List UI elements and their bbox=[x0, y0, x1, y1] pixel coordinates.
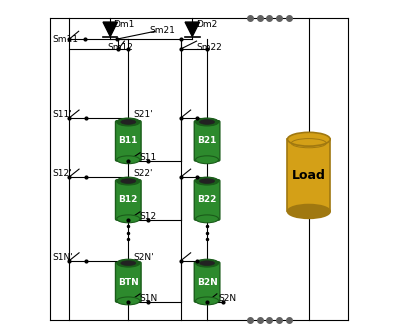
Text: S1N: S1N bbox=[140, 294, 158, 303]
FancyBboxPatch shape bbox=[194, 121, 220, 161]
Text: Dm2: Dm2 bbox=[196, 20, 218, 29]
Text: B21: B21 bbox=[197, 136, 217, 145]
Ellipse shape bbox=[117, 177, 140, 185]
Text: Dm1: Dm1 bbox=[113, 20, 135, 29]
Ellipse shape bbox=[288, 205, 330, 218]
Ellipse shape bbox=[117, 297, 140, 305]
FancyBboxPatch shape bbox=[115, 180, 141, 220]
Ellipse shape bbox=[196, 297, 219, 305]
Text: BTN: BTN bbox=[118, 277, 139, 287]
Text: Sm11: Sm11 bbox=[52, 35, 78, 44]
Text: S21': S21' bbox=[133, 110, 153, 119]
Ellipse shape bbox=[196, 177, 219, 185]
Ellipse shape bbox=[288, 132, 330, 146]
Text: Sm21: Sm21 bbox=[150, 26, 176, 35]
Ellipse shape bbox=[196, 215, 219, 223]
Ellipse shape bbox=[121, 120, 136, 124]
FancyBboxPatch shape bbox=[194, 262, 220, 302]
Text: Load: Load bbox=[292, 169, 326, 182]
Text: S11: S11 bbox=[140, 153, 157, 162]
Ellipse shape bbox=[117, 259, 140, 267]
Ellipse shape bbox=[200, 120, 215, 124]
Ellipse shape bbox=[196, 259, 219, 267]
Ellipse shape bbox=[121, 261, 136, 265]
Ellipse shape bbox=[121, 179, 136, 183]
Text: S1N': S1N' bbox=[52, 253, 73, 262]
Text: S2N': S2N' bbox=[133, 253, 154, 262]
FancyBboxPatch shape bbox=[115, 121, 141, 161]
Ellipse shape bbox=[200, 179, 215, 183]
Ellipse shape bbox=[117, 118, 140, 126]
FancyBboxPatch shape bbox=[115, 262, 141, 302]
Text: B22: B22 bbox=[197, 196, 217, 205]
Polygon shape bbox=[103, 22, 117, 36]
Ellipse shape bbox=[196, 118, 219, 126]
Text: B11: B11 bbox=[119, 136, 138, 145]
Ellipse shape bbox=[117, 156, 140, 164]
Text: S11': S11' bbox=[52, 110, 72, 119]
Ellipse shape bbox=[196, 156, 219, 164]
Text: Sm22: Sm22 bbox=[196, 43, 222, 52]
Text: Sm12: Sm12 bbox=[107, 43, 133, 52]
Text: S12': S12' bbox=[52, 169, 72, 178]
FancyBboxPatch shape bbox=[194, 180, 220, 220]
Polygon shape bbox=[185, 22, 200, 36]
Text: S12: S12 bbox=[140, 212, 157, 221]
Bar bbox=[288, 139, 330, 212]
Ellipse shape bbox=[200, 261, 215, 265]
Ellipse shape bbox=[117, 215, 140, 223]
Text: B2N: B2N bbox=[196, 277, 217, 287]
Text: S22': S22' bbox=[133, 169, 153, 178]
Text: S2N: S2N bbox=[219, 294, 237, 303]
Text: B12: B12 bbox=[119, 196, 138, 205]
